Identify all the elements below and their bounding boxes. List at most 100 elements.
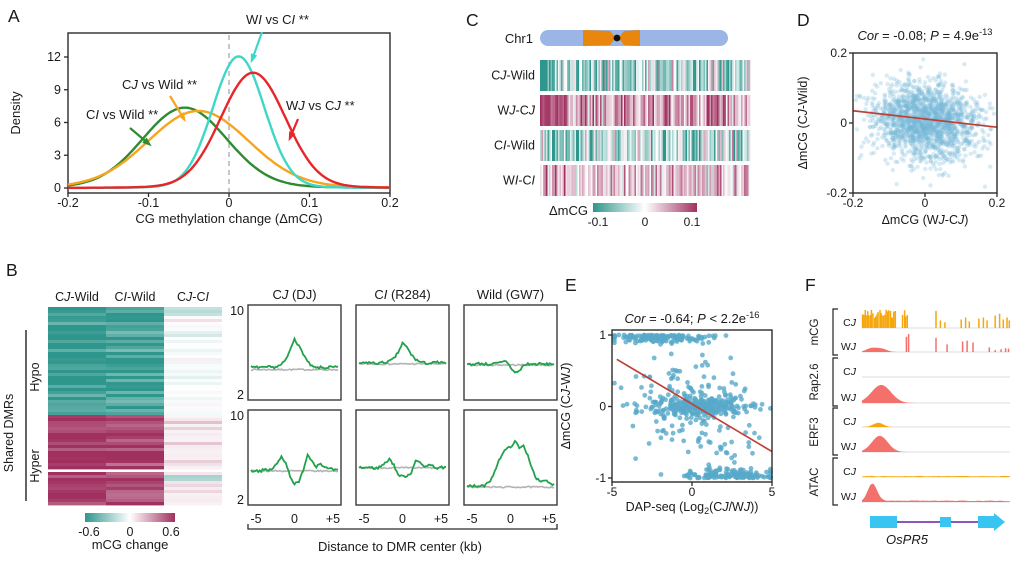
control-line	[251, 367, 339, 372]
arrowhead	[288, 131, 296, 142]
d-x-tick: 0.2	[989, 196, 1006, 210]
e-y-tick: 0	[599, 400, 606, 414]
f-gene-label: OsPR5	[886, 532, 929, 547]
b-hyper-label: Hyper	[28, 449, 42, 482]
group-bracket	[832, 407, 838, 456]
a-x-axis-label: CG methylation change (ΔmCG)	[135, 211, 322, 226]
metaplot-x-tick: 0	[291, 512, 298, 526]
a-y-tick: 0	[54, 181, 61, 195]
group-bracket	[832, 308, 838, 356]
arrowhead	[142, 137, 152, 147]
d-scatter-points	[853, 57, 997, 189]
metaplot-frame	[247, 304, 342, 401]
signal-line	[250, 336, 339, 371]
track-label: CJ	[843, 317, 857, 329]
a-y-tick: 3	[54, 148, 61, 162]
b-metaplot-title: CI (R284)	[374, 287, 430, 302]
track-label: CJ	[843, 466, 857, 478]
exon	[940, 517, 951, 527]
panel-d: D Cor = -0.08; P = 4.9e-13 0.2 0 -0.2 -0.2 0 0…	[790, 0, 1024, 240]
track-signal	[862, 422, 1010, 427]
c-heatmap-cells	[540, 60, 751, 196]
a-y-tick: 9	[54, 83, 61, 97]
track-signal	[862, 435, 1010, 452]
b-metaplot-title: Wild (GW7)	[477, 287, 544, 302]
metaplot-x-tick: +5	[326, 512, 340, 526]
metaplot-frame	[247, 409, 342, 506]
a-x-tick: 0	[226, 196, 233, 210]
a-density-plot: -0.2 -0.1 0 0.1 0.2 0 3 6 9 12 CI vs Wild ** CJ vs …	[47, 12, 399, 210]
b-heatmap-cells	[48, 307, 222, 506]
arrowhead	[177, 112, 186, 122]
panel-a-svg: A Density CG methylation change (ΔmCG) -…	[8, 6, 399, 226]
e-scatter-plot: Cor = -0.64; P < 2.2e-16 1 0 -1-5 0 5 ΔmCG (CJ…	[559, 310, 776, 516]
metaplot-y-tick: 10	[230, 409, 244, 423]
control-line	[250, 469, 339, 473]
metaplot-y-tick: 2	[237, 493, 244, 507]
metaplot-x-tick: +5	[542, 512, 556, 526]
centromere-dot	[613, 34, 621, 42]
b-heatmap-column-header: CJ-CI	[177, 290, 209, 304]
panel-c-svg: C Chr1 ΔmCG CJ-Wild WJ-CJ CI-Wild WI-CI -0.1…	[466, 10, 751, 229]
a-x-tick: 0.1	[301, 196, 318, 210]
c-row-label: WI-CI	[503, 174, 536, 188]
d-y-tick: 0.2	[830, 46, 847, 60]
b-metaplot-title: CJ (DJ)	[272, 287, 316, 302]
c-row-label: WJ-CJ	[497, 104, 535, 118]
track-signal	[862, 483, 1010, 502]
a-x-tick: -0.2	[57, 196, 79, 210]
curve-label: CJ vs Wild **	[122, 77, 197, 92]
d-x-tick: -0.2	[843, 196, 864, 210]
panel-e-svg: E Cor = -0.64; P < 2.2e-16 1 0 -1-5 0 5 ΔmCG (…	[559, 275, 776, 516]
metaplot-frame	[355, 304, 450, 401]
panel-e-letter: E	[565, 275, 577, 295]
track-label: WJ	[841, 341, 857, 353]
f-genome-tracks: CJ WJ CJ WJ CJ WJ CJ WJ	[832, 308, 1011, 531]
metaplot-frame	[355, 409, 450, 506]
panel-c-letter: C	[466, 10, 479, 30]
density-curve	[68, 71, 390, 189]
metaplot-y-tick: 10	[230, 304, 244, 318]
track-signal	[862, 334, 1010, 352]
track-label: WJ	[841, 491, 857, 503]
arrowhead	[250, 53, 258, 64]
e-title: Cor = -0.64; P < 2.2e-16	[625, 310, 760, 326]
panel-a: A Density CG methylation change (ΔmCG) -…	[0, 0, 435, 240]
regression-line	[852, 109, 998, 129]
c-colorbar	[593, 203, 697, 212]
regression-line	[616, 358, 773, 453]
metaplot-x-tick: 0	[399, 512, 406, 526]
metaplot-x-tick: -5	[250, 512, 261, 526]
b-colorbar-tick: 0	[127, 525, 134, 539]
e-x-axis-label: DAP-seq (Log2(CJ/WJ))	[626, 500, 759, 516]
signal-line	[250, 452, 339, 486]
track-signal	[862, 475, 1010, 477]
e-y-tick: 1	[599, 328, 606, 342]
e-x-tick: -5	[607, 485, 618, 499]
panel-d-svg: D Cor = -0.08; P = 4.9e-13 0.2 0 -0.2-0.2 0 0…	[796, 10, 1006, 227]
c-chromosome-label: Chr1	[505, 31, 533, 46]
panel-e: E Cor = -0.64; P < 2.2e-16 1 0 -1 -5 0 5 ΔmCG (…	[555, 268, 817, 562]
panel-c: C Chr1 ΔmCG CJ-Wild WJ-CJ CI-Wild WI-CI -0.1…	[455, 0, 770, 240]
b-x-axis-label: Distance to DMR center (kb)	[318, 539, 482, 554]
f-group-label-erf3: ERF3	[809, 417, 821, 446]
b-heatmap-column-header: CI-Wild	[115, 290, 156, 304]
e-y-axis-label: ΔmCG (CJ-WJ)	[559, 363, 573, 450]
control-line	[466, 485, 555, 489]
track-label: CJ	[843, 416, 857, 428]
b-colorbar-tick: -0.6	[78, 525, 100, 539]
track-label: WJ	[841, 392, 857, 404]
track-label: CJ	[843, 366, 857, 378]
metaplot-x-tick: +5	[434, 512, 448, 526]
panel-b-letter: B	[6, 260, 18, 280]
signal-line	[466, 359, 555, 374]
a-y-axis-label: Density	[8, 91, 23, 135]
d-x-axis-label: ΔmCG (WJ-CJ)	[882, 213, 969, 227]
d-y-axis-label: ΔmCG (CJ-Wild)	[796, 76, 810, 169]
metaplot-frame	[463, 409, 558, 506]
curve-label: CI vs Wild **	[86, 107, 158, 122]
e-x-tick: 5	[769, 485, 776, 499]
density-curve	[67, 109, 391, 189]
f-group-label-rap26: Rap2.6	[809, 363, 821, 400]
metaplot-x-tick: 0	[507, 512, 514, 526]
